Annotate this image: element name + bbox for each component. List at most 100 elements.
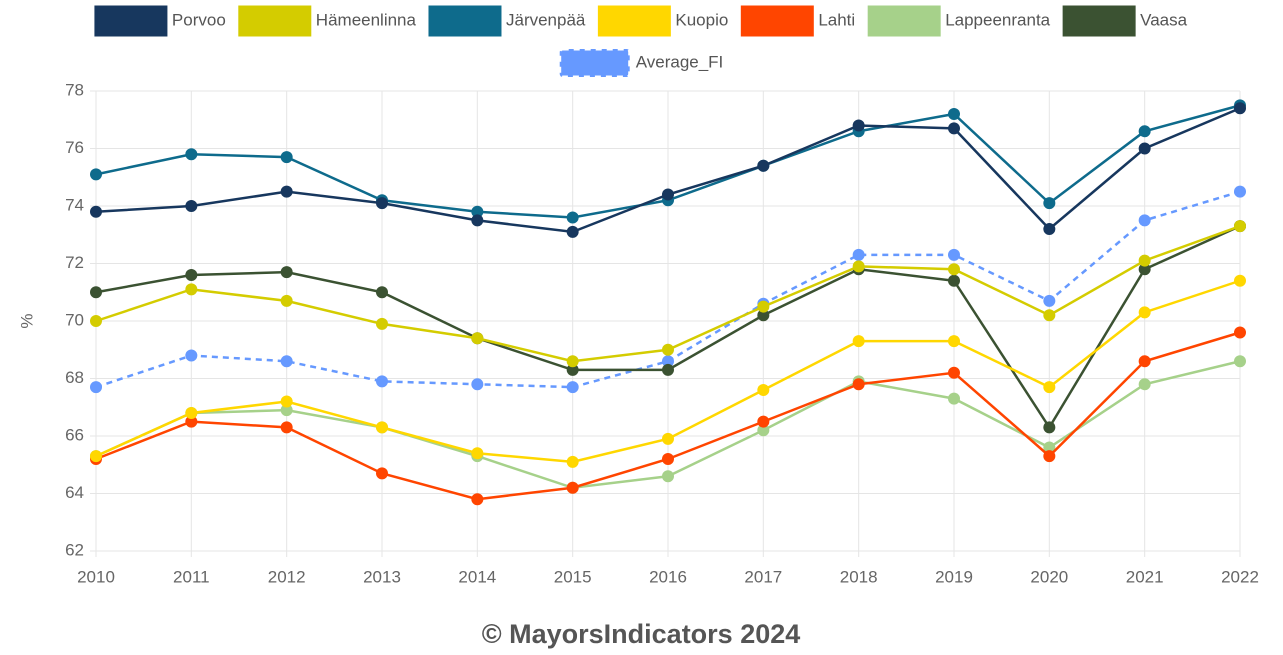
- point: [90, 315, 102, 327]
- point: [280, 355, 293, 368]
- point: [566, 363, 579, 376]
- legend-item: Vaasa: [1062, 5, 1188, 37]
- point: [471, 493, 484, 506]
- legend-swatch: [238, 5, 312, 37]
- point: [852, 335, 865, 348]
- x-tick-label: 2019: [935, 567, 973, 586]
- legend-label: Lahti: [818, 10, 855, 29]
- point: [757, 309, 770, 322]
- legend-swatch: [740, 5, 814, 37]
- point: [948, 108, 960, 120]
- point: [662, 363, 674, 376]
- legend-swatch: [428, 5, 502, 37]
- point: [566, 455, 579, 468]
- legend-label: Porvoo: [172, 10, 226, 29]
- point: [852, 260, 865, 273]
- point: [948, 248, 960, 261]
- point: [376, 467, 388, 480]
- point: [280, 421, 293, 434]
- x-tick-label: 2021: [1126, 567, 1164, 586]
- point: [852, 248, 865, 261]
- point: [280, 266, 293, 279]
- legend: Porvoo Hämeenlinna Järvenpää Kuopio Lahti Lap…: [94, 5, 1188, 79]
- point: [1138, 125, 1151, 138]
- point: [1138, 355, 1151, 368]
- point: [757, 384, 770, 396]
- point: [1234, 274, 1246, 287]
- legend-item: Porvoo: [94, 5, 226, 37]
- legend-item: Järvenpää: [428, 5, 586, 37]
- point: [566, 381, 579, 394]
- legend-item: Hämeenlinna: [238, 5, 417, 37]
- x-tick-label: 2015: [554, 567, 592, 586]
- point: [376, 286, 388, 299]
- y-tick-label: 66: [65, 425, 84, 444]
- point: [280, 151, 293, 164]
- point: [90, 286, 102, 299]
- legend-item: Lahti: [740, 5, 855, 37]
- point: [1234, 220, 1246, 233]
- point: [185, 415, 198, 428]
- y-tick-label: 76: [65, 138, 84, 157]
- point: [1138, 306, 1151, 319]
- y-tick-label: 78: [65, 80, 84, 99]
- point: [1138, 254, 1151, 267]
- legend-item: Average_FI: [558, 47, 723, 79]
- point: [185, 200, 198, 212]
- point: [662, 453, 674, 465]
- legend-swatch: [867, 5, 941, 37]
- point: [90, 168, 102, 181]
- point: [280, 404, 293, 417]
- legend-label: Hämeenlinna: [316, 10, 417, 29]
- point: [948, 392, 960, 405]
- point: [566, 225, 579, 238]
- point: [1043, 309, 1056, 322]
- x-tick-label: 2017: [744, 567, 782, 586]
- x-tick-label: 2013: [363, 567, 401, 586]
- point: [662, 470, 674, 483]
- y-tick-label: 68: [65, 368, 84, 387]
- point: [376, 197, 388, 210]
- legend-swatch: [597, 5, 671, 37]
- point: [662, 343, 674, 356]
- legend-label: Lappeenranta: [945, 10, 1050, 29]
- point: [471, 447, 484, 460]
- point: [90, 450, 102, 463]
- point: [185, 349, 198, 362]
- point: [1138, 214, 1151, 227]
- point: [948, 366, 960, 379]
- point: [757, 159, 770, 172]
- point: [948, 274, 960, 287]
- point: [185, 148, 198, 161]
- point: [662, 355, 674, 368]
- point: [1234, 355, 1246, 368]
- legend-swatch: [558, 47, 632, 79]
- y-tick-label: 72: [65, 253, 84, 272]
- point: [1043, 450, 1056, 463]
- legend-label: Vaasa: [1140, 10, 1187, 29]
- point: [948, 263, 960, 276]
- point: [1043, 223, 1056, 235]
- legend-item: Lappeenranta: [867, 5, 1051, 37]
- point: [1043, 441, 1056, 454]
- point: [566, 481, 579, 494]
- legend-label: Järvenpää: [506, 10, 586, 29]
- point: [852, 378, 865, 391]
- x-tick-label: 2020: [1030, 567, 1068, 586]
- point: [566, 211, 579, 224]
- point: [948, 335, 960, 348]
- y-tick-label: 62: [65, 540, 84, 559]
- point: [185, 269, 198, 281]
- point: [1234, 326, 1246, 339]
- point: [1138, 263, 1151, 276]
- x-tick-label: 2011: [173, 567, 210, 586]
- x-tick-label: 2014: [458, 567, 496, 586]
- point: [662, 432, 674, 445]
- point: [471, 205, 484, 218]
- point: [90, 205, 102, 218]
- point: [1138, 142, 1151, 155]
- x-tick-label: 2018: [840, 567, 878, 586]
- point: [1043, 197, 1056, 210]
- point: [1138, 378, 1151, 391]
